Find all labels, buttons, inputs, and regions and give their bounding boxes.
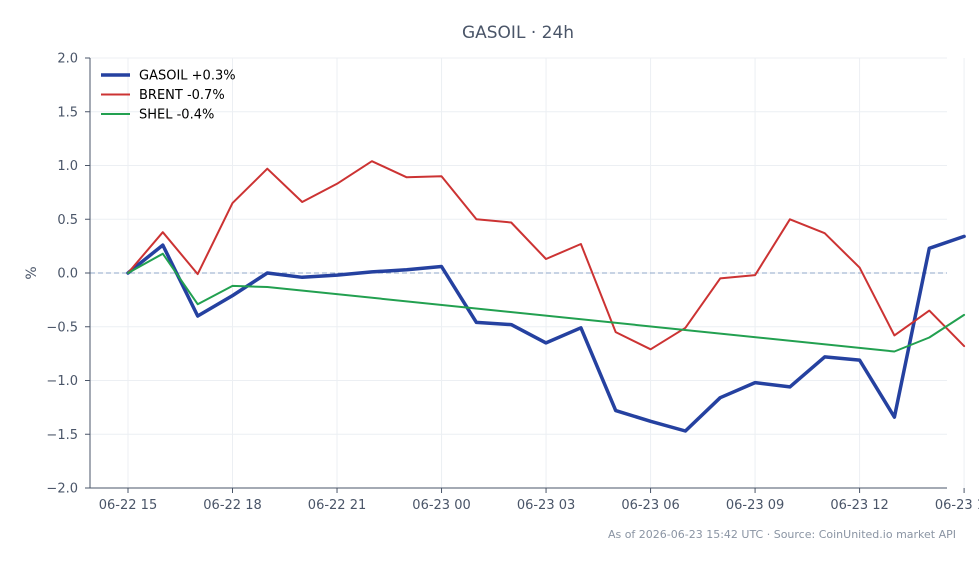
y-tick-label: −2.0	[46, 482, 78, 497]
y-tick-label: 2.0	[57, 52, 78, 67]
y-tick-label: 0.5	[57, 213, 78, 228]
legend-entry: GASOIL +0.3%	[139, 69, 236, 84]
x-tick-label: 06-22 15	[99, 498, 157, 513]
series-line-1	[126, 234, 966, 433]
y-tick-label: 1.5	[57, 105, 78, 120]
footnote: As of 2026-06-23 15:42 UTC · Source: Coi…	[608, 528, 956, 541]
legend-entry: BRENT -0.7%	[139, 88, 225, 103]
x-tick-label: 06-23 12	[830, 498, 888, 513]
series-line-3	[127, 252, 966, 353]
legend: GASOIL +0.3% BRENT -0.7% SHEL -0.4%	[101, 69, 236, 123]
x-tick-label: 06-23 03	[517, 498, 575, 513]
y-tick-label: −1.0	[46, 374, 78, 389]
x-tick-label: 06-22 18	[203, 498, 261, 513]
legend-entry: SHEL -0.4%	[139, 108, 214, 123]
x-tick-label: 06-22 21	[308, 498, 366, 513]
y-tick-label: −0.5	[46, 320, 78, 335]
x-tick-label: 06-23 09	[726, 498, 784, 513]
axes: 2.0 1.5 1.0 0.5 0.0 −0.5 −1.0 −1.5 −2.0 06-22 15 0…	[46, 52, 979, 514]
y-tick-label: −1.5	[46, 428, 78, 443]
series-line-2	[127, 160, 966, 351]
series-lines	[126, 160, 966, 433]
chart-title: GASOIL · 24h	[462, 23, 574, 43]
x-tick-label: 06-23 15	[935, 498, 979, 513]
y-tick-label: 1.0	[57, 159, 78, 174]
y-axis-label: %	[24, 266, 40, 279]
y-tick-label: 0.0	[57, 267, 78, 282]
x-tick-label: 06-23 00	[412, 498, 470, 513]
x-tick-label: 06-23 06	[621, 498, 679, 513]
